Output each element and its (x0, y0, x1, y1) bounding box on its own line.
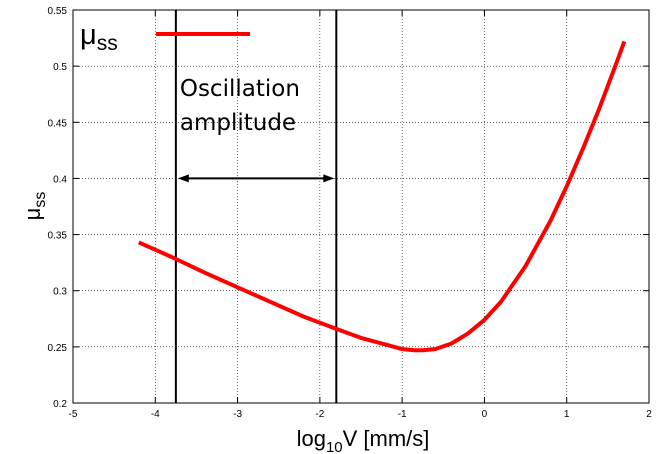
plot-area (72, 9, 650, 404)
grid-layer (73, 10, 649, 403)
y-tick-label: 0.3 (53, 287, 67, 298)
x-tick-label: -1 (398, 409, 407, 420)
y-tick-label: 0.4 (53, 174, 67, 185)
y-axis-title: μss (20, 192, 49, 221)
y-tick-label: 0.5 (53, 62, 67, 73)
tick-layer: -5 -4 -3 -2 -1 0 1 2 0.2 0.25 0.3 0.35 0.4 0.45 0.5 0.5… (48, 6, 653, 420)
x-tick-label: -5 (69, 409, 78, 420)
x-tick-label: 0 (482, 409, 488, 420)
y-tick-label: 0.2 (53, 399, 67, 410)
y-axis-title-sub: ss (32, 192, 49, 208)
x-axis-title-sub: 10 (326, 439, 343, 454)
annotation-layer: Oscillation amplitude (177, 76, 335, 183)
series-layer (137, 40, 627, 353)
x-axis-title: log10V [mm/s] (297, 426, 430, 454)
y-tick-label: 0.35 (48, 231, 68, 242)
y-tick-label: 0.25 (48, 343, 68, 354)
legend-label-base: μ (80, 19, 97, 51)
legend-label: μss (80, 19, 118, 55)
x-tick-label: -3 (233, 409, 242, 420)
vline-layer (174, 10, 338, 403)
legend: μss (80, 19, 250, 55)
x-tick-label: -4 (151, 409, 160, 420)
x-tick-label: -2 (315, 409, 324, 420)
x-tick-label: 1 (564, 409, 570, 420)
y-tick-label: 0.55 (48, 6, 68, 17)
annotation-text: Oscillation (180, 76, 300, 102)
x-axis-title-rest: V [mm/s] (343, 426, 430, 451)
series-line (137, 40, 627, 353)
amplitude-arrow-head-left (177, 174, 189, 183)
annotation-text: amplitude (180, 110, 296, 136)
legend-label-sub: ss (97, 32, 118, 55)
amplitude-arrow-head-right (323, 174, 335, 183)
x-tick-label: 2 (646, 409, 652, 420)
y-tick-label: 0.45 (48, 118, 68, 129)
x-axis-title-base: log (297, 426, 326, 451)
y-axis-title-base: μ (20, 208, 45, 221)
